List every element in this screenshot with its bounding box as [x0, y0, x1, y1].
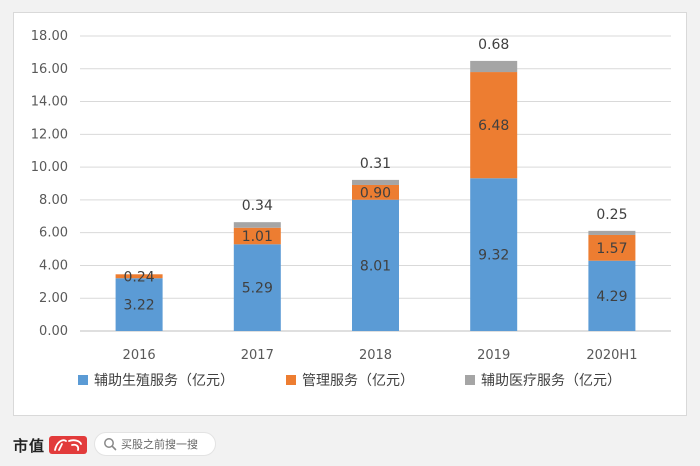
data-label: 1.01 [242, 229, 273, 245]
data-label: 0.68 [478, 37, 509, 53]
brand-name: 市值 [13, 436, 46, 455]
bar-segment [352, 199, 399, 331]
search-icon [104, 438, 117, 451]
data-label: 5.29 [242, 281, 273, 297]
brand-logo[interactable]: 市值 [13, 432, 88, 458]
data-label: 0.34 [242, 198, 273, 214]
bar-segment [352, 184, 399, 200]
legend-label: 辅助生殖服务（亿元） [94, 372, 234, 389]
bar-segment [352, 179, 399, 185]
bar-segment [470, 60, 518, 73]
bar-segment [233, 244, 281, 331]
y-tick-label: 2.00 [39, 291, 68, 306]
bar-segment [470, 72, 518, 179]
data-label: 6.48 [478, 118, 509, 134]
data-label: 0.25 [596, 207, 627, 223]
y-tick-label: 0.00 [39, 324, 68, 339]
x-tick-label: 2020H1 [586, 348, 637, 363]
data-label: 1.57 [596, 241, 627, 257]
search-box[interactable]: 买股之前搜一搜 [94, 432, 216, 456]
y-tick-label: 6.00 [39, 226, 68, 241]
y-tick-label: 12.00 [31, 127, 68, 142]
x-tick-label: 2017 [241, 348, 274, 363]
y-tick-label: 18.00 [31, 29, 68, 44]
chart-card: 0.00 2.00 4.00 6.00 8.00 10.00 12.00 14.00 16.00… [13, 12, 687, 416]
legend-label: 管理服务（亿元） [302, 373, 414, 389]
bar-segment [115, 278, 163, 331]
search-placeholder: 买股之前搜一搜 [121, 438, 198, 451]
bar-segment [233, 222, 281, 228]
legend-swatch [286, 375, 296, 385]
y-tick-label: 4.00 [39, 258, 68, 273]
bar-segment [233, 227, 281, 245]
footer: 市值 买股之前搜一搜 [0, 424, 700, 466]
legend-swatch [465, 375, 475, 385]
stacked-bar-chart: 0.00 2.00 4.00 6.00 8.00 10.00 12.00 14.00 16.00… [31, 29, 671, 389]
data-label: 4.29 [596, 289, 627, 305]
y-tick-label: 8.00 [39, 193, 68, 208]
x-tick-label: 2016 [123, 348, 156, 363]
data-label: 0.31 [360, 156, 391, 172]
brand-seal-logo [49, 436, 88, 454]
x-tick-label: 2018 [359, 348, 392, 363]
y-tick-label: 16.00 [31, 62, 68, 77]
bar-segment [588, 234, 636, 261]
bar-segment [470, 178, 518, 331]
data-label: 3.22 [124, 298, 155, 314]
data-label: 0.24 [124, 269, 155, 285]
bar-segment [115, 274, 163, 279]
bar-segment [588, 260, 636, 331]
legend-label: 辅助医疗服务（亿元） [481, 373, 621, 389]
y-tick-label: 10.00 [31, 160, 68, 175]
data-label: 9.32 [478, 248, 509, 264]
x-tick-label: 2019 [477, 348, 510, 363]
data-label: 8.01 [360, 258, 391, 274]
data-label: 0.90 [360, 185, 391, 201]
y-tick-label: 14.00 [31, 95, 68, 110]
bar-segment [588, 230, 636, 235]
legend-swatch [78, 375, 88, 385]
